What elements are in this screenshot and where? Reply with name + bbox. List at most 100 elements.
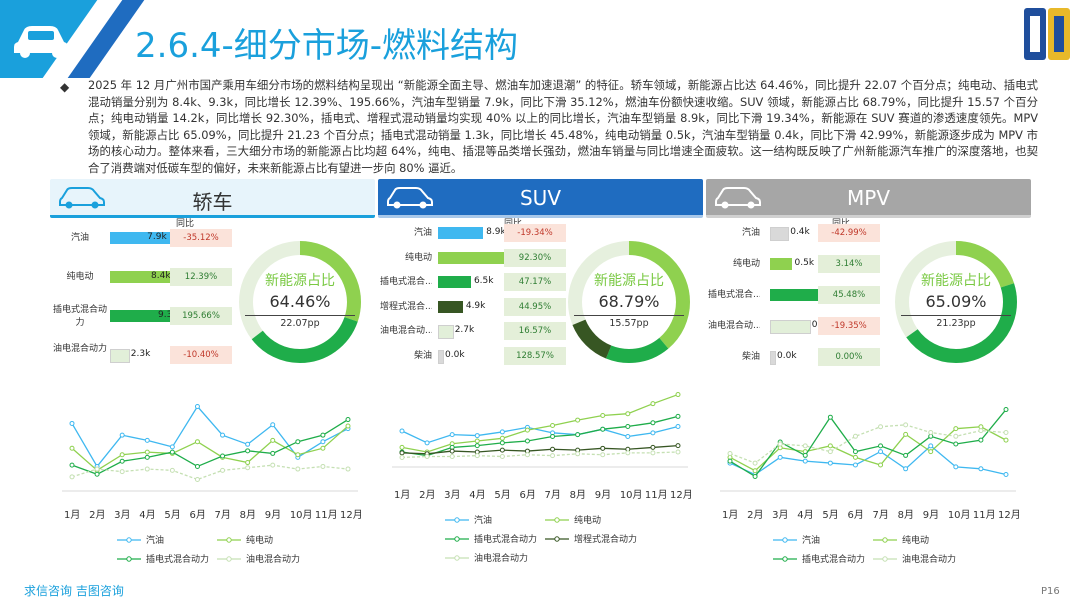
line-point-suv-hev-9 bbox=[625, 450, 631, 456]
legend-marker-suv-4 bbox=[445, 555, 469, 561]
month-label-suv-3: 4月 bbox=[469, 490, 486, 501]
yoy-value-suv-1: 92.30% bbox=[504, 248, 566, 267]
legend-marker-mpv-0 bbox=[773, 537, 797, 543]
line-point-suv-bev-4 bbox=[499, 435, 505, 441]
line-point-mpv-hev-11 bbox=[1003, 429, 1009, 435]
donut-title-mpv: 新能源占比 bbox=[921, 273, 991, 289]
line-point-suv-bev-0 bbox=[399, 444, 405, 450]
line-point-suv-phev-9 bbox=[625, 423, 631, 429]
line-series-sedan-phev bbox=[71, 418, 349, 475]
line-point-sedan-gasoline-2 bbox=[119, 432, 125, 438]
line-point-suv-phev-6 bbox=[550, 433, 556, 439]
line-point-sedan-phev-2 bbox=[119, 458, 125, 464]
line-point-suv-gasoline-0 bbox=[399, 428, 405, 434]
line-point-suv-gasoline-2 bbox=[449, 432, 455, 438]
yoy-value-mpv-0: -42.99% bbox=[818, 224, 880, 242]
donut-share-sedan: 64.46% bbox=[269, 292, 331, 311]
line-series-suv-erev bbox=[401, 444, 679, 455]
donut-chart-suv bbox=[568, 241, 690, 363]
line-point-sedan-gasoline-7 bbox=[245, 441, 251, 447]
month-label-mpv-6: 7月 bbox=[872, 510, 889, 521]
line-point-suv-gasoline-3 bbox=[474, 433, 480, 439]
line-point-sedan-hev-1 bbox=[94, 466, 100, 472]
month-label-sedan-10: 11月 bbox=[314, 510, 338, 521]
line-point-suv-hev-1 bbox=[424, 454, 430, 460]
line-point-sedan-phev-6 bbox=[220, 453, 226, 459]
donut-share-mpv: 65.09% bbox=[925, 292, 987, 311]
line-point-sedan-bev-2 bbox=[119, 452, 125, 458]
yoy-header-sedan: 同比 bbox=[176, 219, 195, 229]
legend-label-mpv-0: 汽油 bbox=[802, 536, 821, 546]
line-point-sedan-phev-1 bbox=[94, 471, 100, 477]
legend-label-suv-4: 油电混合动力 bbox=[474, 554, 529, 564]
month-label-mpv-10: 11月 bbox=[972, 510, 996, 521]
month-label-suv-5: 6月 bbox=[519, 490, 536, 501]
month-label-mpv-5: 6月 bbox=[847, 510, 864, 521]
line-point-mpv-gasoline-3 bbox=[802, 458, 808, 464]
line-point-suv-phev-4 bbox=[499, 440, 505, 446]
line-point-sedan-hev-2 bbox=[119, 469, 125, 475]
bar-value-sedan-3: 2.3k bbox=[130, 349, 151, 359]
category-label-mpv-1: 纯电动 bbox=[732, 259, 760, 269]
legend-dot-suv-0 bbox=[454, 517, 460, 523]
bar-value-mpv-0: 0.4k bbox=[790, 227, 810, 237]
line-series-mpv-hev bbox=[729, 424, 1007, 464]
legend-marker-sedan-2 bbox=[117, 556, 141, 562]
line-point-suv-gasoline-1 bbox=[424, 440, 430, 446]
line-point-mpv-gasoline-9 bbox=[953, 464, 959, 470]
bar-value-sedan-1: 8.4k bbox=[151, 271, 171, 281]
line-point-suv-erev-2 bbox=[449, 448, 455, 454]
line-point-mpv-hev-9 bbox=[953, 433, 959, 439]
line-series-sedan-hev bbox=[71, 464, 349, 481]
month-label-mpv-4: 5月 bbox=[822, 510, 839, 521]
bar-suv-2 bbox=[438, 276, 471, 288]
line-point-mpv-hev-7 bbox=[903, 422, 909, 428]
legend-dot-sedan-2 bbox=[126, 556, 132, 562]
line-point-sedan-phev-10 bbox=[320, 432, 326, 438]
footer-links[interactable]: 求信咨询 吉图咨询 bbox=[24, 584, 124, 598]
line-point-sedan-gasoline-10 bbox=[320, 439, 326, 445]
line-point-suv-bev-7 bbox=[575, 417, 581, 423]
line-point-suv-bev-3 bbox=[474, 438, 480, 444]
line-point-sedan-gasoline-0 bbox=[69, 420, 75, 426]
legend-label-suv-1: 纯电动 bbox=[574, 516, 602, 526]
line-point-sedan-gasoline-6 bbox=[220, 432, 226, 438]
line-point-mpv-hev-1 bbox=[752, 460, 758, 466]
category-label-suv-1: 纯电动 bbox=[404, 252, 432, 263]
legend-dot-mpv-1 bbox=[882, 537, 888, 543]
line-point-mpv-bev-9 bbox=[953, 426, 959, 432]
category-label-suv-0: 汽油 bbox=[413, 228, 432, 238]
line-series-suv-gasoline bbox=[401, 425, 679, 444]
bar-value-suv-0: 8.9k bbox=[486, 227, 506, 237]
yoy-value-sedan-0: -35.12% bbox=[170, 229, 232, 247]
panel-title-mpv: MPV bbox=[847, 186, 890, 210]
month-label-mpv-3: 4月 bbox=[797, 510, 814, 521]
yoy-value-suv-2: 47.17% bbox=[504, 273, 566, 291]
yoy-value-suv-5: 128.57% bbox=[504, 346, 566, 365]
line-point-mpv-gasoline-10 bbox=[978, 466, 984, 472]
line-series-suv-hev bbox=[401, 451, 679, 459]
line-point-suv-bev-9 bbox=[625, 411, 631, 417]
line-point-sedan-bev-8 bbox=[270, 437, 276, 443]
legend-label-suv-0: 汽油 bbox=[474, 516, 493, 526]
line-point-mpv-phev-5 bbox=[852, 449, 858, 455]
line-series-suv-phev bbox=[401, 415, 679, 457]
line-point-suv-phev-8 bbox=[600, 426, 606, 432]
line-point-suv-gasoline-4 bbox=[499, 429, 505, 435]
bar-value-suv-4: 2.7k bbox=[454, 325, 475, 335]
panel-title-suv: SUV bbox=[519, 186, 561, 210]
line-point-mpv-hev-5 bbox=[852, 433, 858, 439]
month-label-sedan-1: 2月 bbox=[89, 510, 106, 521]
donut-chart-mpv bbox=[895, 241, 1017, 363]
month-label-suv-1: 2月 bbox=[419, 490, 436, 501]
line-point-mpv-bev-4 bbox=[827, 443, 833, 449]
line-point-suv-hev-11 bbox=[675, 449, 681, 455]
legend-marker-sedan-1 bbox=[217, 537, 241, 543]
yoy-value-suv-0: -19.34% bbox=[504, 224, 566, 242]
line-point-sedan-hev-9 bbox=[295, 466, 301, 472]
line-point-mpv-gasoline-11 bbox=[1003, 472, 1009, 478]
month-label-suv-10: 11月 bbox=[644, 490, 668, 501]
panel-header-sedan: 轿车 bbox=[50, 179, 375, 218]
donut-change-sedan: 22.07pp bbox=[245, 315, 355, 329]
category-label-sedan-2: 插电式混合动力 bbox=[52, 305, 107, 328]
